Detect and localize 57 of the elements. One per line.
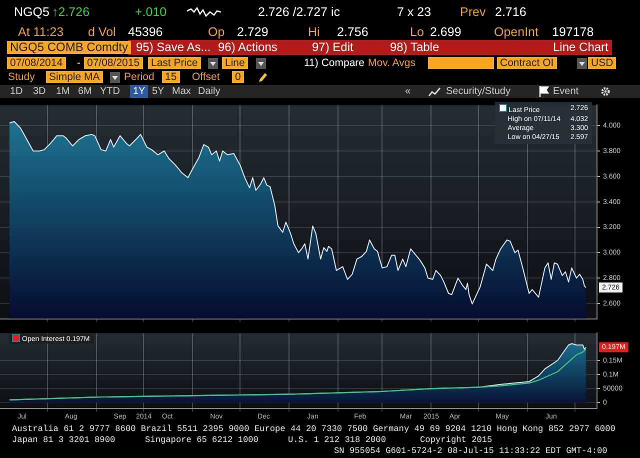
text: 1D bbox=[10, 85, 23, 98]
text: YTD bbox=[100, 85, 120, 98]
text: 2.726 /2.727 ic bbox=[258, 5, 340, 19]
text: Japan 81 3 3201 8900 bbox=[12, 435, 116, 446]
text: Contract OI bbox=[497, 57, 557, 69]
text: Security/Study bbox=[446, 85, 510, 98]
text: 2.699 bbox=[430, 25, 462, 39]
text: OpenInt bbox=[494, 25, 538, 39]
text: U.S. 1 212 318 2000 bbox=[288, 435, 386, 446]
text: Last Price bbox=[148, 57, 201, 69]
text: 98) Table bbox=[390, 40, 440, 54]
text: Line Chart bbox=[553, 40, 608, 54]
text: Line bbox=[222, 57, 248, 69]
text: Daily bbox=[198, 85, 220, 98]
text: 15 bbox=[162, 71, 180, 83]
text: Max bbox=[172, 85, 191, 98]
text: Lo bbox=[410, 25, 424, 39]
text: 96) Actions bbox=[218, 40, 278, 54]
text: 197178 bbox=[552, 25, 594, 39]
text: 2.729 bbox=[237, 25, 268, 39]
text: Hi bbox=[308, 25, 320, 39]
text: - bbox=[77, 57, 80, 69]
text: 07/08/2014 bbox=[7, 57, 66, 69]
text: « bbox=[405, 85, 411, 98]
text: SN 955054 G601-5724-2 08-Jul-15 11:33:22 EDT GMT-4:00 bbox=[334, 446, 608, 457]
text: USD bbox=[588, 57, 616, 69]
text: +.010 bbox=[135, 5, 167, 19]
text: NGQ5 bbox=[14, 5, 50, 19]
text: Op bbox=[208, 25, 225, 39]
text: 1M bbox=[56, 85, 70, 98]
text: Study bbox=[8, 71, 35, 83]
text: d Vol bbox=[88, 25, 116, 39]
text: Singapore 65 6212 1000 bbox=[145, 435, 258, 446]
text: Australia 61 2 9777 8600 Brazil 5511 2395 9000 Europe 44 20 7330 7500 Germany 49 69 9204 1210 Hong Kong 852 2977 6000 bbox=[12, 424, 616, 435]
text: At 11:23 bbox=[18, 25, 64, 39]
text: Event bbox=[553, 85, 579, 98]
text: 1Y bbox=[130, 85, 148, 98]
text: 07/08/2015 bbox=[84, 57, 143, 69]
text: 45396 bbox=[128, 25, 163, 39]
text: 11) Compare bbox=[304, 57, 364, 69]
text: 6M bbox=[78, 85, 92, 98]
text: Period bbox=[124, 71, 154, 83]
text: 3D bbox=[33, 85, 46, 98]
text: 7 x 23 bbox=[397, 5, 432, 19]
text: 2.756 bbox=[337, 25, 368, 39]
text: 2.716 bbox=[495, 5, 526, 19]
text: NGQ5 COMB Comdty bbox=[7, 40, 132, 54]
text: Mov. Avgs bbox=[368, 57, 416, 69]
text: Simple MA bbox=[46, 71, 103, 83]
text: 0 bbox=[232, 71, 244, 83]
text: 97) Edit bbox=[312, 40, 354, 54]
text: ↑2.726 bbox=[52, 5, 90, 19]
text: Offset bbox=[192, 71, 220, 83]
text: 5Y bbox=[152, 85, 164, 98]
text: Prev bbox=[460, 5, 486, 19]
text: Copyright 2015 bbox=[420, 435, 492, 446]
text: 95) Save As... bbox=[136, 40, 211, 54]
